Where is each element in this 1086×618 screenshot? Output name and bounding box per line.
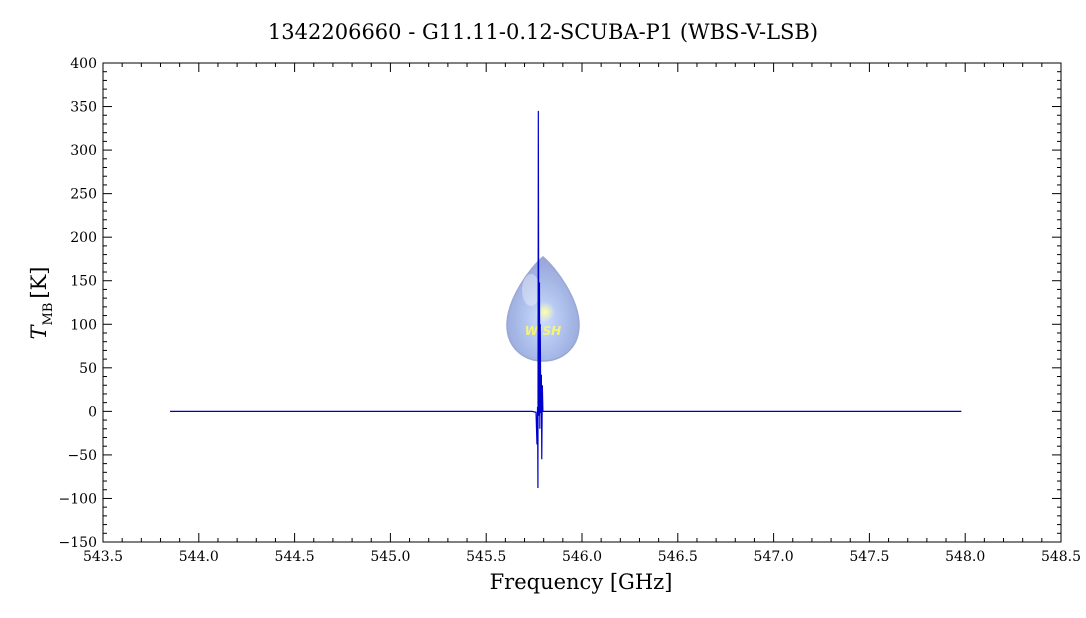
svg-text:TMB[K]: TMB [K] bbox=[27, 267, 56, 340]
x-tick-label: 544.5 bbox=[275, 549, 315, 565]
y-tick-label: −100 bbox=[59, 491, 97, 507]
y-tick-label: 150 bbox=[70, 274, 97, 290]
x-tick-label: 543.5 bbox=[83, 549, 123, 565]
x-tick-label: 548.0 bbox=[945, 549, 985, 565]
y-axis-label-subscript: MB bbox=[41, 303, 56, 326]
y-tick-label: −50 bbox=[67, 448, 97, 464]
x-tick-label: 548.5 bbox=[1041, 549, 1081, 565]
x-tick-label: 546.0 bbox=[562, 549, 602, 565]
y-axis-label-symbol: T bbox=[27, 323, 51, 339]
y-tick-label: 250 bbox=[70, 187, 97, 203]
drop-highlight bbox=[522, 274, 540, 306]
y-axis: −150 −100 −50 0 50 100 150 200 250 300 350 400 bbox=[59, 56, 1061, 551]
plot-area bbox=[170, 110, 962, 489]
y-axis-label: TMB [K] bbox=[27, 267, 56, 340]
x-tick-label: 544.0 bbox=[179, 549, 219, 565]
y-tick-label: 0 bbox=[88, 404, 97, 420]
x-tick-label: 547.5 bbox=[849, 549, 889, 565]
y-tick-label: 400 bbox=[70, 56, 97, 72]
y-tick-label: 100 bbox=[70, 317, 97, 333]
chart-title: 1342206660 - G11.11-0.12-SCUBA-P1 (WBS-V… bbox=[268, 20, 818, 44]
x-tick-label: 545.0 bbox=[370, 549, 410, 565]
x-tick-label: 547.0 bbox=[754, 549, 794, 565]
x-axis-label: Frequency [GHz] bbox=[490, 570, 673, 594]
x-tick-label: 546.5 bbox=[658, 549, 698, 565]
y-tick-label: 300 bbox=[70, 143, 97, 159]
y-tick-label: 200 bbox=[70, 230, 97, 246]
y-tick-label: 50 bbox=[79, 361, 97, 377]
plot-frame bbox=[102, 62, 1062, 543]
y-axis-label-unit: [K] bbox=[27, 267, 51, 299]
x-axis: 543.5 544.0 544.5 545.0 545.5 546.0 546.5 547.0… bbox=[83, 63, 1081, 565]
spectrum-line bbox=[170, 110, 962, 489]
logo-text: WISH bbox=[525, 324, 561, 338]
x-tick-label: 545.5 bbox=[466, 549, 506, 565]
wish-logo: WISH bbox=[506, 256, 580, 362]
y-tick-label: 350 bbox=[70, 100, 97, 116]
y-tick-label: −150 bbox=[59, 535, 97, 551]
